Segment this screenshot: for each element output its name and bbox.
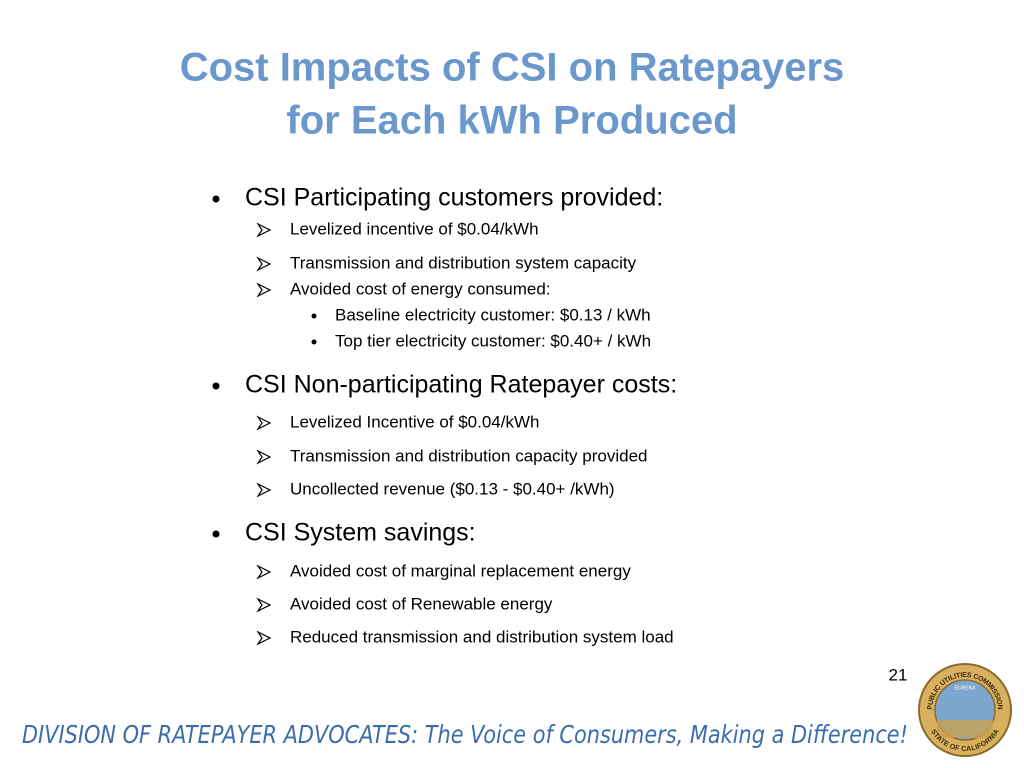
section-heading: CSI Non-participating Ratepayer costs: [245, 371, 677, 399]
item-text: Transmission and distribution capacity p… [290, 446, 648, 465]
item-text: Levelized incentive of $0.04/kWh [290, 219, 539, 238]
arrow-bullet [256, 449, 272, 465]
item-text: Avoided cost of Renewable energy [290, 594, 553, 613]
item-text: Avoided cost of energy consumed: [290, 279, 551, 298]
section-heading: CSI System savings: [245, 519, 476, 547]
arrow-bullet [256, 482, 272, 498]
arrow-bullet [256, 415, 272, 431]
bullet [212, 382, 220, 390]
arrow-bullet [256, 564, 272, 580]
footer-org: DIVISION OF RATEPAYER ADVOCATES: [22, 720, 418, 749]
bullet [212, 530, 220, 538]
seal: PUBLIC UTILITIES COMMISSION STATE OF CAL… [918, 663, 1012, 757]
page-number: 21 [889, 665, 908, 684]
item-text: Reduced transmission and distribution sy… [290, 627, 674, 646]
sub-item-text: Baseline electricity customer: $0.13 / k… [335, 305, 651, 324]
footer: DIVISION OF RATEPAYER ADVOCATES: The Voi… [22, 720, 908, 749]
item-text: Transmission and distribution system cap… [290, 253, 637, 272]
item-text: Avoided cost of marginal replacement ene… [290, 561, 631, 580]
item-text: Uncollected revenue ($0.13 - $0.40+ /kWh… [290, 479, 615, 498]
arrow-bullet [256, 597, 272, 613]
item-text: Levelized Incentive of $0.04/kWh [290, 412, 539, 431]
arrow-bullet [256, 282, 272, 298]
arrow-bullet [256, 630, 272, 646]
bullet [212, 195, 220, 203]
arrow-bullet [256, 256, 272, 272]
seal-motto: EUREKA [955, 685, 976, 691]
footer-tagline: The Voice of Consumers, Making a Differe… [418, 720, 908, 749]
slide-title: Cost Impacts of CSI on Ratepayers [180, 46, 845, 90]
sub-bullet [311, 339, 317, 345]
sub-item-text: Top tier electricity customer: $0.40+ / … [335, 331, 651, 350]
sub-bullet [311, 313, 317, 319]
section-heading: CSI Participating customers provided: [245, 184, 663, 212]
arrow-bullet [256, 222, 272, 238]
slide-title: for Each kWh Produced [286, 99, 737, 143]
seal-land [937, 720, 993, 738]
